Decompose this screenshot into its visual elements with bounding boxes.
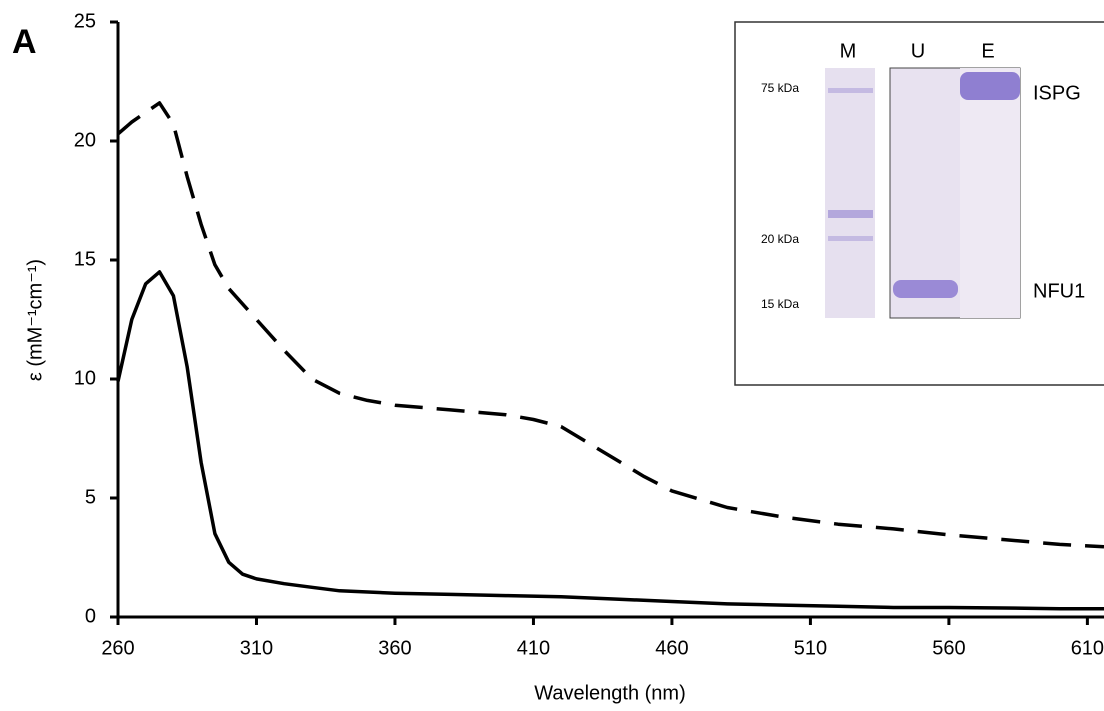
y-tick-label: 5 <box>85 486 96 508</box>
band-label: ISPG <box>1033 82 1081 104</box>
x-axis-title: Wavelength (nm) <box>534 682 686 704</box>
x-tick-label: 460 <box>655 637 688 659</box>
marker-label: 15 kDa <box>761 297 799 311</box>
gel-band <box>893 280 958 298</box>
gel-lane <box>960 68 1020 318</box>
gel-band <box>828 210 873 218</box>
gel-lane <box>825 68 875 318</box>
gel-band <box>828 236 873 241</box>
gel-band <box>960 72 1020 100</box>
x-tick-label: 360 <box>378 637 411 659</box>
x-tick-label: 510 <box>794 637 827 659</box>
marker-label: 75 kDa <box>761 81 799 95</box>
data-line <box>116 270 1104 611</box>
y-tick-label: 15 <box>74 248 96 270</box>
x-tick-label: 310 <box>240 637 273 659</box>
panel-label: A <box>12 23 37 61</box>
data-line <box>116 101 1104 549</box>
x-tick-label: 610 <box>1071 637 1104 659</box>
y-tick-label: 0 <box>85 605 96 627</box>
inset: M U E 75 kDa 20 kDa 15 kDa ISPG NFU1 <box>734 21 1104 386</box>
y-axis-title: ε (mM⁻¹cm⁻¹) <box>24 259 46 381</box>
y-tick-label: 10 <box>74 367 96 389</box>
band-label: NFU1 <box>1033 280 1085 302</box>
x-tick-label: 560 <box>932 637 965 659</box>
y-tick-label: 25 <box>74 10 96 32</box>
x-tick-label: 260 <box>101 637 134 659</box>
gel-band <box>828 88 873 93</box>
lane-label: U <box>911 40 925 62</box>
lane-label: E <box>981 40 994 62</box>
marker-label: 20 kDa <box>761 232 799 246</box>
x-tick-label: 410 <box>517 637 550 659</box>
y-tick-label: 20 <box>74 129 96 151</box>
lane-label: M <box>840 40 857 62</box>
